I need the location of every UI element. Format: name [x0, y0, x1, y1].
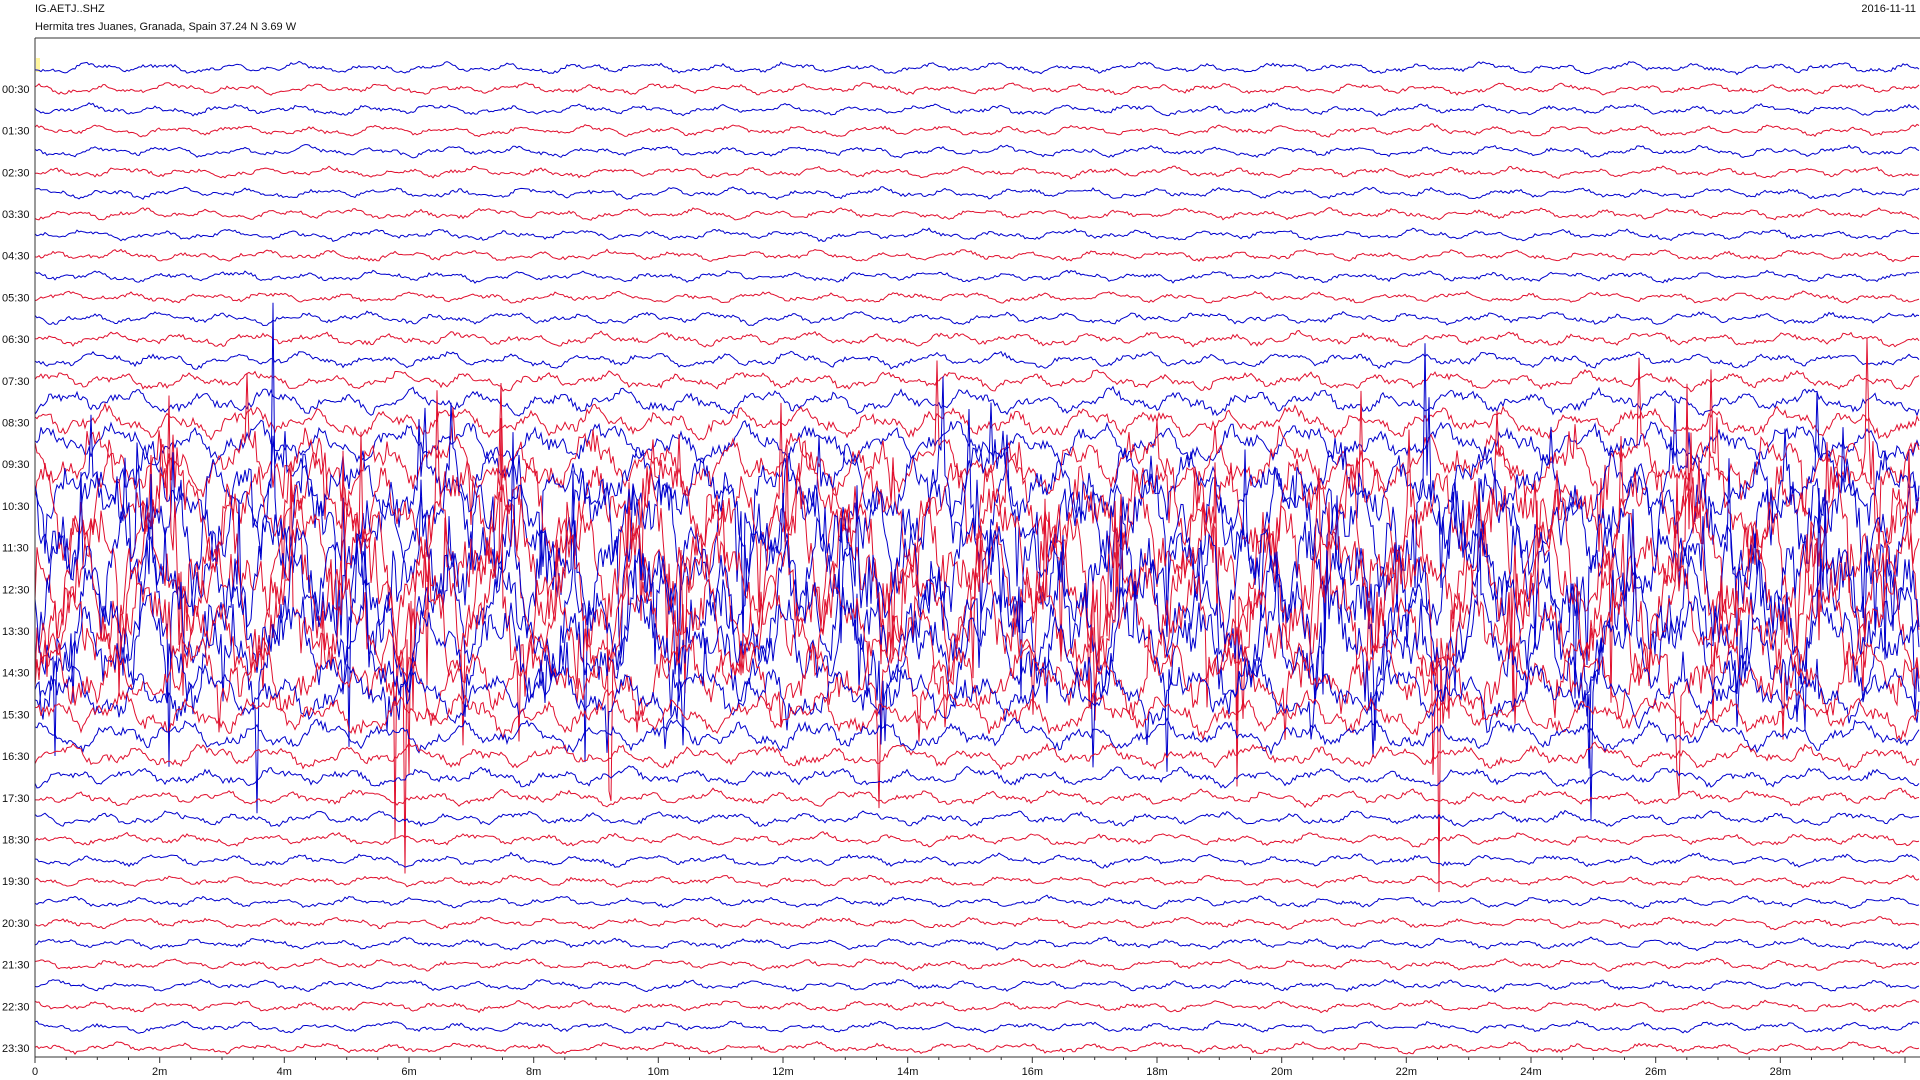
trace-row — [34, 419, 1920, 468]
trace-row — [34, 350, 1920, 370]
y-axis-label: 08:30 — [2, 418, 30, 430]
y-axis-label: 03:30 — [2, 209, 30, 221]
y-axis-label: 16:30 — [2, 751, 30, 763]
y-axis-label: 10:30 — [2, 501, 30, 513]
x-tick-label: 14m — [897, 1066, 918, 1078]
y-axis-label: 15:30 — [2, 709, 30, 721]
x-tick-label: 6m — [401, 1066, 416, 1078]
trace-row — [34, 418, 1920, 809]
trace-row — [34, 302, 1920, 767]
trace-row — [34, 329, 1920, 348]
trace-row — [34, 123, 1920, 138]
x-tick-label: 8m — [526, 1066, 541, 1078]
trace-row — [34, 102, 1920, 117]
y-axis-label: 02:30 — [2, 167, 30, 179]
trace-row — [34, 82, 1920, 96]
y-axis-label: 06:30 — [2, 334, 30, 346]
trace-row — [34, 290, 1920, 304]
trace-row — [34, 620, 1920, 753]
trace-row — [34, 186, 1920, 200]
y-axis-label: 22:30 — [2, 1001, 30, 1013]
y-axis-label: 21:30 — [2, 960, 30, 972]
trace-row — [34, 391, 1920, 647]
y-axis-label: 20:30 — [2, 918, 30, 930]
station-code: IG.AETJ..SHZ — [35, 3, 105, 15]
trace-row — [34, 382, 1920, 839]
trace-row — [34, 227, 1920, 243]
trace-row — [34, 207, 1920, 221]
x-tick-label: 4m — [277, 1066, 292, 1078]
trace-row — [34, 978, 1920, 993]
trace-row — [34, 765, 1920, 789]
x-axis-ticks: 0 2m 4m 6m 8m 10m 12m 14m 16m 18m 20m 22m 24m 26m 28m — [32, 1057, 1906, 1078]
y-axis-label: 04:30 — [2, 251, 30, 263]
y-axis-labels: 00:30 01:30 02:30 03:30 04:30 05:30 06:30 07:30… — [2, 84, 30, 1055]
trace-row — [34, 916, 1920, 931]
trace-row — [35, 787, 1920, 809]
trace-row — [34, 957, 1919, 972]
x-tick-label: 26m — [1645, 1066, 1666, 1078]
station-location: Hermita tres Juanes, Granada, Spain 37.2… — [35, 21, 297, 33]
y-axis-label: 05:30 — [2, 292, 30, 304]
y-axis-label: 07:30 — [2, 376, 30, 388]
trace-row — [34, 248, 1919, 263]
trace-row — [34, 385, 1920, 417]
recording-date: 2016-11-11 — [1861, 3, 1916, 15]
trace-row — [34, 357, 1920, 552]
trace-row — [34, 851, 1920, 869]
trace-row — [34, 1020, 1920, 1034]
x-tick-label: 16m — [1022, 1066, 1043, 1078]
trace-layer — [34, 60, 1920, 1055]
x-tick-label: 18m — [1146, 1066, 1167, 1078]
x-tick-label: 28m — [1770, 1066, 1791, 1078]
y-axis-label: 11:30 — [2, 543, 29, 555]
trace-row — [34, 432, 1920, 769]
y-axis-label: 19:30 — [2, 876, 30, 888]
x-tick-label: 0 — [32, 1066, 38, 1078]
x-tick-label: 22m — [1396, 1066, 1417, 1078]
y-axis-label: 17:30 — [2, 793, 30, 805]
trace-row — [34, 60, 1920, 76]
x-tick-label: 24m — [1520, 1066, 1541, 1078]
x-tick-label: 10m — [648, 1066, 669, 1078]
x-tick-label: 12m — [772, 1066, 793, 1078]
trace-row — [34, 999, 1920, 1014]
trace-row — [34, 144, 1920, 159]
trace-row — [34, 269, 1920, 284]
trace-row — [34, 383, 1920, 893]
trace-row — [34, 936, 1920, 952]
y-axis-label: 18:30 — [2, 835, 30, 847]
trace-row — [34, 368, 1920, 393]
trace-row — [34, 894, 1920, 910]
y-axis-label: 23:30 — [2, 1043, 30, 1055]
trace-row — [34, 402, 1920, 441]
trace-row — [34, 338, 1920, 703]
y-axis-label: 13:30 — [2, 626, 30, 638]
trace-row — [34, 741, 1920, 772]
trace-row — [34, 310, 1920, 327]
trace-row — [34, 165, 1920, 180]
current-position-marker — [36, 58, 40, 72]
y-axis-label: 12:30 — [2, 584, 30, 596]
trace-row — [34, 809, 1920, 828]
y-axis-label: 00:30 — [2, 84, 30, 96]
trace-row — [34, 477, 1920, 820]
trace-row — [34, 831, 1920, 848]
y-axis-label: 09:30 — [2, 459, 30, 471]
trace-row — [34, 688, 1920, 742]
y-axis-label: 01:30 — [2, 126, 30, 138]
x-tick-label: 2m — [152, 1066, 167, 1078]
trace-row — [34, 575, 1920, 797]
trace-row — [34, 874, 1920, 889]
x-tick-label: 20m — [1271, 1066, 1292, 1078]
trace-row — [34, 1040, 1920, 1055]
y-axis-label: 14:30 — [2, 668, 30, 680]
